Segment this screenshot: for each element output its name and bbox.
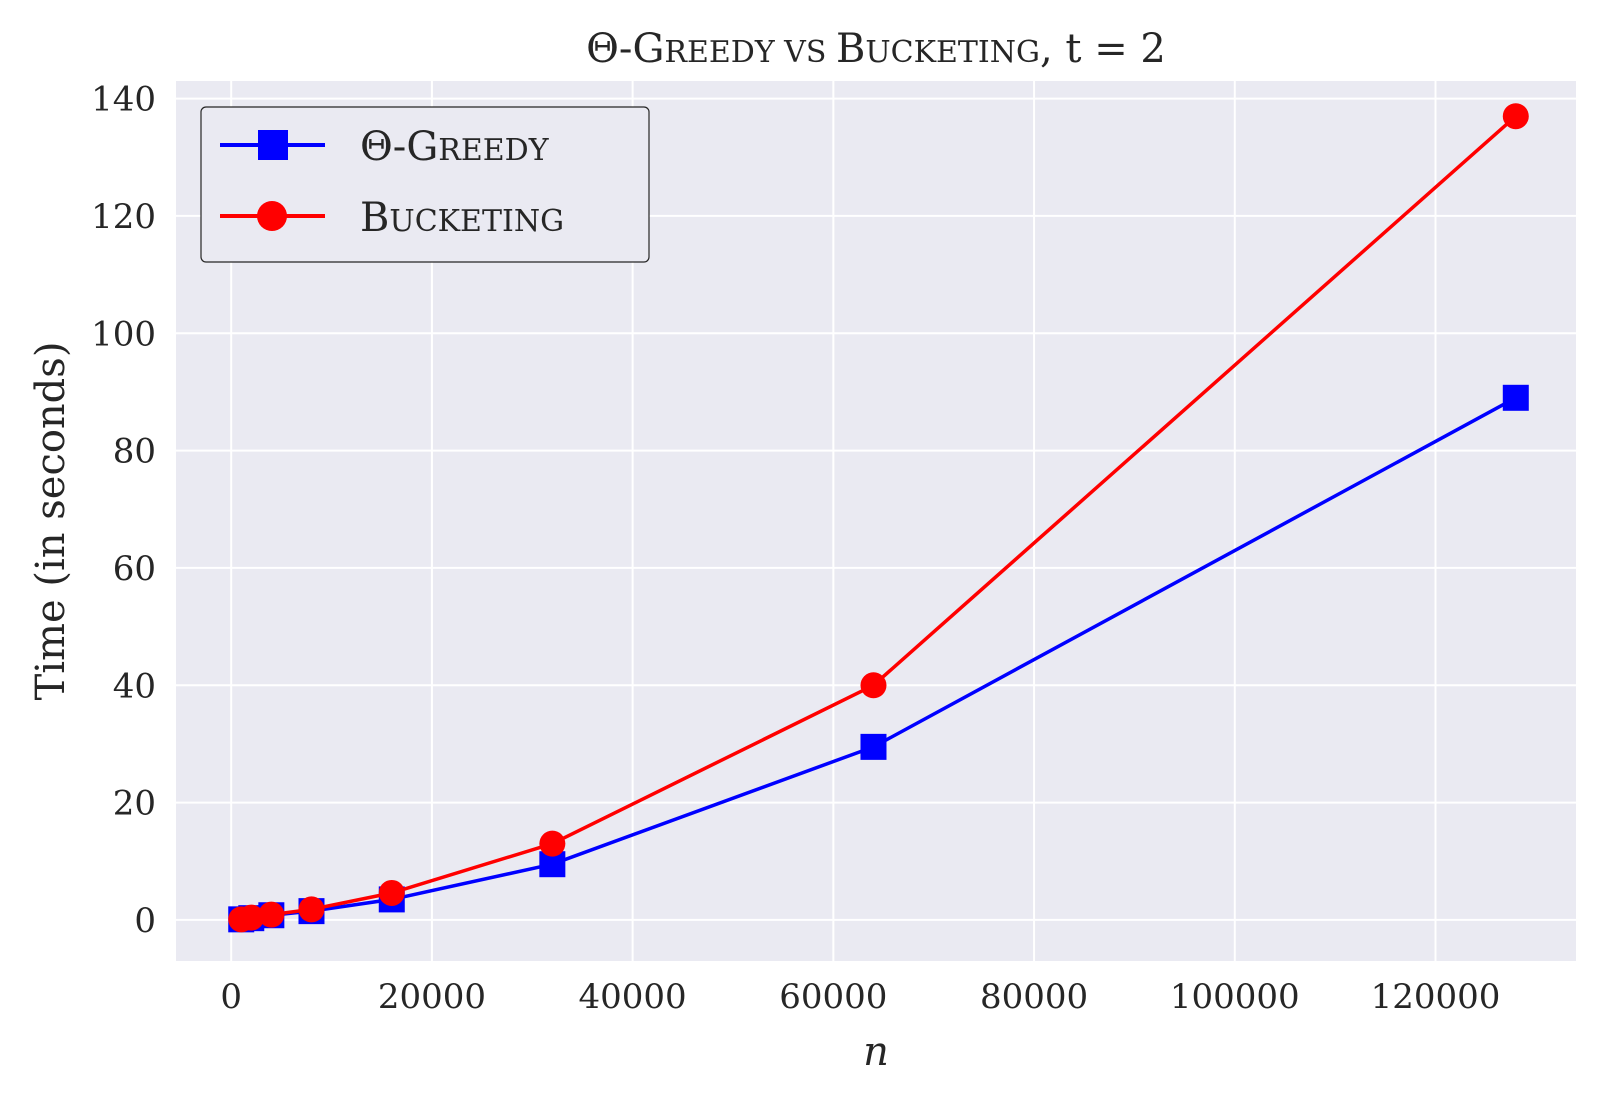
y-tick-label: 140 [91, 80, 156, 120]
legend-label-bucketing: BUCKETING [360, 195, 564, 241]
y-tick-label: 100 [91, 314, 156, 354]
x-tick-label: 100000 [1170, 977, 1300, 1017]
chart-title-greedy-rest: REEDY [664, 35, 775, 70]
chart-title: Θ-GREEDY VS BUCKETING, t = 2 [586, 26, 1166, 72]
data-point-bucketing [860, 672, 887, 699]
y-tick-label: 120 [91, 197, 156, 237]
data-point-bucketing [298, 896, 325, 923]
data-point-bucketing [238, 904, 265, 931]
series-layer [228, 103, 1529, 933]
y-tick-label: 20 [113, 784, 156, 824]
x-tick-label: 0 [220, 977, 242, 1017]
data-point-bucketing [258, 901, 285, 928]
data-point-theta-greedy [860, 733, 887, 760]
chart-title-bucketing-initial: B [836, 26, 865, 72]
data-point-bucketing [539, 830, 566, 857]
y-tick-label: 40 [113, 666, 156, 706]
legend-label-theta-greedy: Θ-GREEDY [360, 124, 550, 170]
legend-marker-bucketing [257, 201, 287, 231]
x-tick-label: 60000 [779, 977, 887, 1017]
y-tick-label: 0 [134, 901, 156, 941]
data-point-bucketing [378, 879, 405, 906]
data-point-bucketing [1502, 103, 1529, 130]
series-bucketing [228, 103, 1529, 933]
chart-title-vs: VS [775, 35, 836, 70]
y-tick-label: 60 [113, 549, 156, 589]
tick-labels: 0 20000 40000 60000 80000 100000 120000 0 20 40 60… [91, 80, 1500, 1017]
chart-title-greedy-initial: -G [619, 26, 664, 72]
legend-bucketing-rest: UCKETING [389, 204, 564, 239]
chart-title-bucketing-rest: UCKETING [865, 35, 1040, 70]
x-tick-label: 120000 [1371, 977, 1501, 1017]
legend-marker-theta-greedy [258, 130, 288, 160]
legend-theta-greedy-rest: REEDY [438, 133, 549, 168]
legend-theta-greedy-initial: -G [393, 124, 438, 170]
x-tick-label: 80000 [980, 977, 1088, 1017]
y-tick-label: 80 [113, 432, 156, 472]
legend-theta-greedy-theta: Θ [360, 124, 393, 170]
y-axis-label: Time (in seconds) [28, 342, 74, 701]
legend: Θ-GREEDY BUCKETING [200, 106, 650, 263]
x-axis-label: n [863, 1029, 889, 1075]
legend-bucketing-initial: B [360, 195, 389, 241]
data-point-theta-greedy [1502, 384, 1529, 411]
x-tick-label: 20000 [378, 977, 486, 1017]
chart-title-theta: Θ [586, 26, 619, 72]
x-tick-label: 40000 [579, 977, 687, 1017]
chart-title-param: , t = 2 [1040, 26, 1166, 72]
